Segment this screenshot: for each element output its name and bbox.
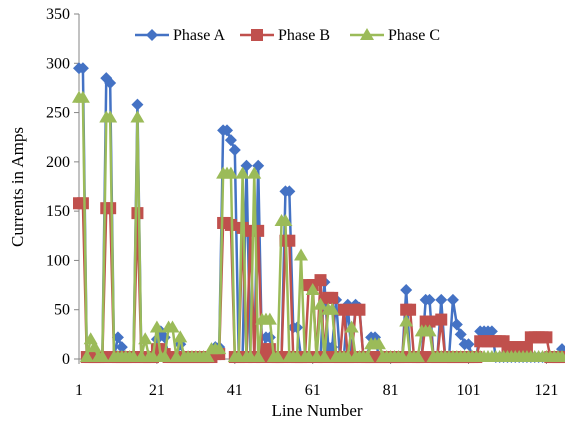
point-phase-c <box>555 350 565 363</box>
point-phase-c <box>360 350 375 363</box>
x-tick-label: 1 <box>75 382 83 399</box>
x-tick-label: 81 <box>383 382 399 399</box>
x-tick-label: 121 <box>534 382 558 399</box>
point-phase-c <box>251 350 266 363</box>
y-tick-label: 150 <box>46 203 70 220</box>
point-phase-c <box>270 350 285 363</box>
point-phase-c <box>79 350 94 363</box>
point-phase-b <box>353 303 366 316</box>
legend-marker-phase-c <box>360 28 374 40</box>
y-tick-label: 200 <box>46 154 70 171</box>
point-phase-a <box>400 284 413 296</box>
x-tick-label: 101 <box>457 382 481 399</box>
point-phase-c <box>325 302 340 315</box>
point-phase-c <box>371 337 386 350</box>
point-phase-c <box>95 350 110 363</box>
point-phase-b <box>423 315 436 328</box>
point-phase-c <box>103 110 118 123</box>
point-phase-c <box>422 324 437 337</box>
legend-item-phase-b: Phase B <box>240 27 330 44</box>
point-phase-a <box>485 325 498 338</box>
point-phase-a <box>228 144 241 157</box>
point-phase-a <box>131 98 144 111</box>
legend-item-phase-c: Phase C <box>350 27 440 44</box>
point-phase-a <box>423 293 436 306</box>
point-phase-c <box>247 166 262 179</box>
legend-item-phase-a: Phase A <box>135 27 225 44</box>
point-phase-b <box>540 331 553 344</box>
point-phase-a <box>450 318 463 331</box>
y-tick-label: 0 <box>62 351 70 368</box>
y-tick-label: 100 <box>46 252 70 269</box>
point-phase-b <box>326 291 339 304</box>
point-phase-c <box>165 320 180 333</box>
legend-label: Phase C <box>388 27 440 44</box>
legend-label: Phase A <box>173 27 225 44</box>
point-phase-c <box>399 314 414 327</box>
legend-marker-phase-b <box>251 29 263 41</box>
point-phase-a <box>446 293 459 306</box>
point-phase-c <box>410 350 425 363</box>
y-axis-label: Currents in Amps <box>8 127 27 247</box>
point-phase-c <box>278 214 293 226</box>
legend-marker-phase-a <box>146 29 158 41</box>
series-phase-c <box>72 90 565 363</box>
point-phase-a <box>252 159 265 172</box>
point-phase-c <box>75 90 90 103</box>
y-tick-label: 250 <box>46 105 70 122</box>
point-phase-b <box>244 224 257 237</box>
point-phase-a <box>462 338 475 351</box>
point-phase-c <box>212 342 227 355</box>
x-tick-label: 61 <box>305 382 321 399</box>
point-phase-c <box>173 330 188 343</box>
point-phase-a <box>115 341 128 354</box>
point-phase-c <box>149 320 164 333</box>
y-tick-label: 350 <box>46 6 70 23</box>
x-tick-label: 21 <box>149 382 165 399</box>
point-phase-a <box>283 185 296 198</box>
point-phase-b <box>76 197 89 210</box>
legend: Phase A Phase B Phase C <box>135 27 440 44</box>
point-phase-a <box>435 293 448 306</box>
point-phase-c <box>138 332 153 345</box>
point-phase-c <box>157 350 172 363</box>
series-layer <box>72 62 565 364</box>
point-phase-c <box>235 166 250 179</box>
series-line-phase-c <box>79 96 562 359</box>
point-phase-b <box>337 303 350 316</box>
point-phase-c <box>317 350 332 363</box>
point-phase-a <box>454 328 467 341</box>
point-phase-a <box>76 62 89 75</box>
point-phase-c <box>87 340 102 353</box>
point-phase-b <box>404 303 417 316</box>
point-phase-b <box>131 207 144 220</box>
point-phase-c <box>200 350 215 363</box>
point-phase-a <box>224 134 237 147</box>
point-phase-b <box>104 202 117 215</box>
point-phase-c <box>262 312 277 325</box>
y-tick-label: 50 <box>54 302 70 319</box>
point-phase-c <box>294 248 309 261</box>
y-tick-label: 300 <box>46 55 70 72</box>
point-phase-c <box>223 166 238 179</box>
point-phase-b <box>314 274 327 287</box>
x-axis-label: Line Number <box>271 401 362 420</box>
point-phase-c <box>130 110 145 123</box>
point-phase-b <box>520 341 533 354</box>
point-phase-b <box>435 313 448 326</box>
point-phase-c <box>313 297 328 310</box>
x-tick-label: 41 <box>227 382 243 399</box>
point-phase-a <box>104 77 117 89</box>
point-phase-a <box>221 124 234 137</box>
point-phase-c <box>305 283 320 295</box>
point-phase-c <box>344 320 359 333</box>
legend-label: Phase B <box>278 27 330 44</box>
